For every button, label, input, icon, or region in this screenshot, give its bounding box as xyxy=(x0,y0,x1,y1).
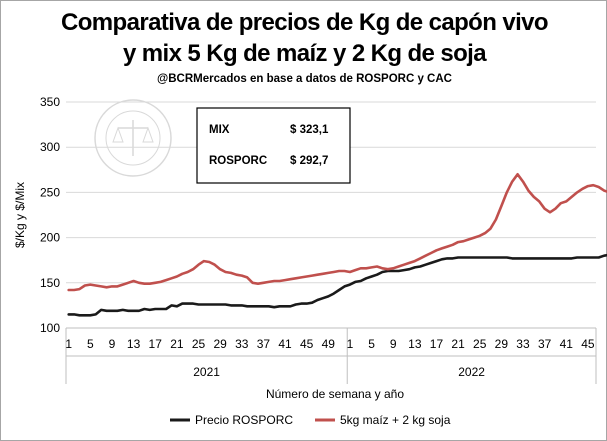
x-tick-label: 45 xyxy=(300,337,314,351)
y-axis: 100 150 200 250 300 350 xyxy=(40,95,60,335)
x-tick-label: 25 xyxy=(473,337,487,351)
x-tick-label: 37 xyxy=(257,337,271,351)
x-tick-label: 25 xyxy=(192,337,206,351)
x-tick-label: 13 xyxy=(127,337,141,351)
mix-value: $ 323,1 xyxy=(290,124,329,136)
x-tick-label: 41 xyxy=(560,337,574,351)
x-tick-label: 49 xyxy=(322,337,336,351)
chart-title: Comparativa de precios de Kg de capón vi… xyxy=(61,9,549,36)
mix-label: MIX xyxy=(209,124,230,136)
x-axis-title: Número de semana y año xyxy=(266,387,404,401)
x-tick-label: 13 xyxy=(408,337,422,351)
chart-subtitle: @BCRMercados en base a datos de ROSPORC … xyxy=(157,73,452,85)
x-tick-label: 9 xyxy=(390,337,397,351)
x-tick-label: 5 xyxy=(87,337,94,351)
x-tick-label: 17 xyxy=(149,337,163,351)
x-tick-label: 33 xyxy=(235,337,249,351)
x-tick-label: 45 xyxy=(581,337,595,351)
x-tick-label: 1 xyxy=(347,337,354,351)
rosporc-label: ROSPORC xyxy=(209,155,267,167)
x-tick-label: 33 xyxy=(516,337,530,351)
x-tick-label: 17 xyxy=(430,337,444,351)
y-tick-label: 200 xyxy=(40,231,60,245)
series-lines xyxy=(67,173,607,317)
series-line-0 xyxy=(67,253,607,317)
legend: Precio ROSPORC 5kg maíz + 2 kg soja xyxy=(170,413,451,427)
x-tick-label: 29 xyxy=(213,337,227,351)
x-tick-label: 9 xyxy=(109,337,116,351)
y-tick-label: 350 xyxy=(40,95,60,109)
year-label: 2022 xyxy=(458,365,485,379)
y-axis-title: $/Kg y $/Mix xyxy=(13,182,27,248)
legend-entry: 5kg maíz + 2 kg soja xyxy=(340,413,451,427)
rosporc-value: $ 292,7 xyxy=(290,155,328,167)
value-annotation-box: MIX $ 323,1 ROSPORC $ 292,7 xyxy=(196,107,351,184)
y-tick-label: 300 xyxy=(40,140,60,154)
x-tick-label: 5 xyxy=(368,337,375,351)
x-tick-label: 41 xyxy=(278,337,292,351)
chart-title-line2: y mix 5 Kg de maíz y 2 Kg de soja xyxy=(122,40,487,67)
y-tick-label: 150 xyxy=(40,276,60,290)
x-tick-label: 21 xyxy=(451,337,465,351)
y-tick-label: 250 xyxy=(40,185,60,199)
y-tick-label: 100 xyxy=(40,321,60,335)
series-line-1 xyxy=(67,173,607,292)
year-label: 2021 xyxy=(193,365,220,379)
x-tick-label: 21 xyxy=(170,337,184,351)
x-tick-label: 1 xyxy=(65,337,72,351)
legend-entry: Precio ROSPORC xyxy=(195,413,293,427)
x-tick-label: 29 xyxy=(495,337,509,351)
x-tick-label: 37 xyxy=(538,337,552,351)
seal-watermark xyxy=(94,99,172,177)
